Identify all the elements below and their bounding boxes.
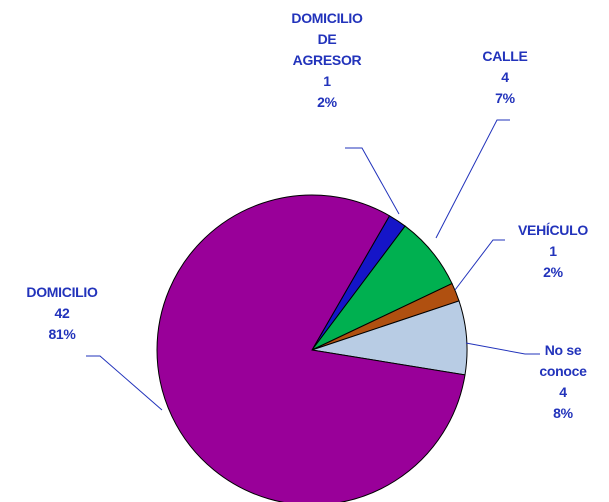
leader-line <box>345 147 400 215</box>
leader-line <box>435 119 510 239</box>
slice-label: DOMICILIO 42 81% <box>14 282 110 345</box>
leader-lines <box>86 119 540 411</box>
category-label: No se conoce <box>539 342 587 379</box>
slice-label: DOMICILIO DE AGRESOR 1 2% <box>288 8 366 113</box>
pie-wedge <box>156 194 466 502</box>
count-label: 42 <box>54 305 70 321</box>
count-label: 1 <box>549 243 557 259</box>
percent-label: 81% <box>48 326 76 342</box>
percent-label: 8% <box>553 405 573 421</box>
category-label: CALLE <box>482 48 528 64</box>
percent-label: 2% <box>317 94 337 110</box>
leader-line <box>454 239 505 291</box>
percent-label: 7% <box>495 90 515 106</box>
count-label: 4 <box>559 384 567 400</box>
category-label: VEHÍCULO <box>518 222 588 238</box>
leader-line <box>86 355 163 411</box>
leader-line <box>465 342 540 355</box>
category-label: DOMICILIO DE AGRESOR <box>291 10 363 68</box>
wedges <box>156 194 468 502</box>
slice-label: CALLE 4 7% <box>470 46 540 109</box>
percent-label: 2% <box>543 264 563 280</box>
slice-label: VEHÍCULO 1 2% <box>505 220 601 283</box>
category-label: DOMICILIO <box>26 284 98 300</box>
count-label: 1 <box>323 73 331 89</box>
slice-label: No se conoce 4 8% <box>533 340 593 424</box>
count-label: 4 <box>501 69 509 85</box>
